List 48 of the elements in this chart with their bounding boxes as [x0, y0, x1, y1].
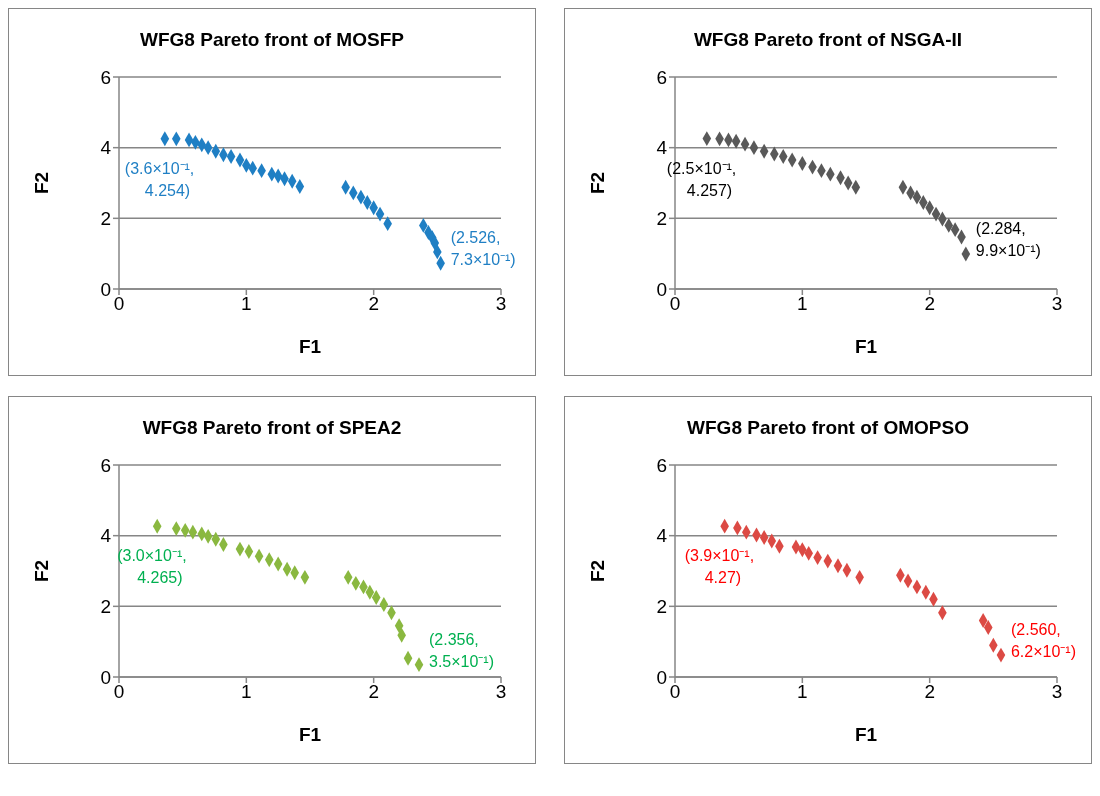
- y-axis-title: F2: [586, 171, 608, 195]
- y-tick-label: 0: [656, 278, 667, 300]
- point-label: (2.560, 6.2×10⁻¹): [1010, 621, 1076, 661]
- chart-title: WFG8 Pareto front of OMOPSO: [686, 417, 970, 439]
- x-tick-label: 1: [241, 681, 252, 703]
- y-tick-label: 6: [656, 66, 667, 88]
- y-tick-label: 0: [100, 278, 111, 300]
- y-tick-label: 4: [656, 525, 668, 547]
- y-tick-label: 4: [656, 137, 668, 159]
- x-axis-title: F1: [854, 724, 878, 745]
- chart-title: WFG8 Pareto front of NSGA-II: [692, 29, 964, 51]
- x-tick-label: 3: [1051, 293, 1063, 315]
- y-tick-label: 6: [656, 454, 667, 476]
- y-axis-title: F2: [30, 171, 52, 195]
- y-tick-label: 2: [656, 596, 667, 618]
- y-tick-label: 2: [656, 208, 667, 230]
- y-tick-label: 0: [656, 666, 667, 688]
- x-axis-title: F1: [298, 724, 322, 745]
- y-axis-title: F2: [586, 559, 608, 583]
- y-axis-title: F2: [30, 559, 52, 583]
- y-tick-label: 2: [100, 208, 111, 230]
- x-tick-label: 3: [495, 681, 507, 703]
- x-tick-label: 3: [1051, 681, 1063, 703]
- x-tick-label: 1: [241, 293, 252, 315]
- point-label: (3.0×10⁻¹, 4.265): [117, 547, 187, 587]
- x-tick-label: 1: [797, 293, 808, 315]
- point-label: (3.6×10⁻¹, 4.254): [124, 159, 195, 199]
- y-tick-label: 4: [100, 525, 112, 547]
- y-tick-label: 2: [100, 596, 111, 618]
- point-label: (3.9×10⁻¹, 4.27): [684, 547, 755, 587]
- x-tick-label: 2: [368, 681, 379, 703]
- x-tick-label: 2: [924, 293, 935, 315]
- y-tick-label: 0: [100, 666, 111, 688]
- x-tick-label: 3: [495, 293, 507, 315]
- point-label: (2.356, 3.5×10⁻¹): [429, 630, 495, 670]
- x-tick-label: 2: [924, 681, 935, 703]
- y-tick-label: 6: [100, 66, 111, 88]
- y-tick-label: 6: [100, 454, 111, 476]
- x-axis-title: F1: [854, 336, 878, 357]
- x-tick-label: 2: [368, 293, 379, 315]
- chart-title: WFG8 Pareto front of SPEA2: [141, 417, 403, 439]
- x-axis-title: F1: [298, 336, 322, 357]
- point-label: (2.284, 9.9×10⁻¹): [975, 220, 1041, 259]
- chart-title: WFG8 Pareto front of MOSFP: [139, 29, 405, 51]
- y-tick-label: 4: [100, 137, 112, 159]
- x-tick-label: 1: [797, 681, 808, 703]
- point-label: (2.526, 7.3×10⁻¹): [450, 229, 516, 269]
- point-label: (2.5×10⁻¹, 4.257): [666, 159, 737, 199]
